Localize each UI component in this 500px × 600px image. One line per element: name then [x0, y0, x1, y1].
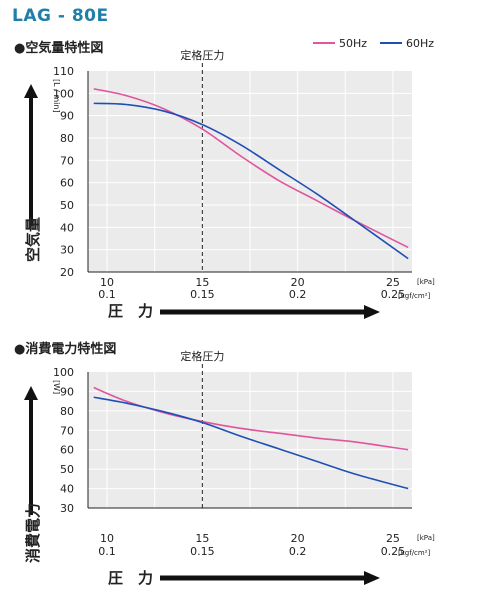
rated-pressure-label: 定格圧力: [180, 48, 224, 62]
x-unit-kgf: [kgf/cm²]: [398, 549, 431, 557]
x-tick-label-kgf: 0.25: [381, 288, 406, 301]
y-tick-label: 50: [60, 199, 74, 212]
y-tick-label: 90: [60, 110, 74, 123]
y-arrow-head: [24, 386, 38, 400]
y-tick-label: 20: [60, 266, 74, 279]
y-unit-label: [W]: [52, 380, 61, 394]
y-tick-label: 30: [60, 502, 74, 515]
y-arrow-head: [24, 84, 38, 98]
y-tick-label: 40: [60, 221, 74, 234]
y-tick-label: 70: [60, 424, 74, 437]
series-line-60Hz: [93, 396, 409, 490]
y-tick-label: 100: [53, 366, 74, 379]
x-unit-kpa: [kPa]: [417, 278, 435, 286]
y-tick-label: 60: [60, 177, 74, 190]
x-tick-label-kpa: 15: [195, 532, 209, 545]
x-tick-label-kgf: 0.1: [98, 288, 116, 301]
x-tick-label-kgf: 0.2: [289, 545, 307, 558]
model-title: LAG - 80E: [12, 6, 109, 26]
y-tick-label: 110: [53, 65, 74, 78]
x-tick-label-kpa: 10: [100, 532, 114, 545]
x-axis-label: 圧 力: [108, 302, 153, 320]
y-tick-label: 100: [53, 87, 74, 100]
chart-title: ●空気量特性図: [14, 40, 103, 56]
series-line-50Hz: [93, 88, 409, 249]
x-tick-label-kgf: 0.1: [98, 545, 116, 558]
x-axis-label: 圧 力: [108, 569, 153, 587]
x-tick-label-kgf: 0.15: [190, 545, 215, 558]
y-axis-label: 空気量: [24, 217, 42, 262]
series-line-60Hz: [93, 102, 409, 260]
x-tick-label-kpa: 25: [386, 276, 400, 289]
y-unit-label: [L / min]: [52, 79, 61, 113]
chart-title: ●消費電力特性図: [14, 341, 116, 357]
legend-label: 60Hz: [406, 37, 434, 50]
x-unit-kpa: [kPa]: [417, 534, 435, 542]
x-unit-kgf: [kgf/cm²]: [398, 292, 431, 300]
y-tick-label: 30: [60, 244, 74, 257]
legend-label: 50Hz: [339, 37, 367, 50]
legend: 50Hz 60Hz: [313, 37, 434, 50]
y-tick-label: 70: [60, 154, 74, 167]
y-tick-label: 50: [60, 463, 74, 476]
x-tick-label-kpa: 10: [100, 276, 114, 289]
y-tick-label: 90: [60, 385, 74, 398]
x-tick-label-kpa: 25: [386, 532, 400, 545]
rated-pressure-label: 定格圧力: [180, 349, 224, 363]
x-tick-label-kgf: 0.2: [289, 288, 307, 301]
x-arrow-head: [364, 571, 380, 585]
x-tick-label-kgf: 0.25: [381, 545, 406, 558]
y-tick-label: 60: [60, 444, 74, 457]
y-tick-label: 80: [60, 405, 74, 418]
y-tick-label: 80: [60, 132, 74, 145]
x-tick-label-kgf: 0.15: [190, 288, 215, 301]
x-arrow-head: [364, 305, 380, 319]
x-tick-label-kpa: 20: [291, 276, 305, 289]
x-tick-label-kpa: 15: [195, 276, 209, 289]
y-tick-label: 40: [60, 483, 74, 496]
y-axis-label: 消費電力: [24, 503, 42, 563]
x-tick-label-kpa: 20: [291, 532, 305, 545]
